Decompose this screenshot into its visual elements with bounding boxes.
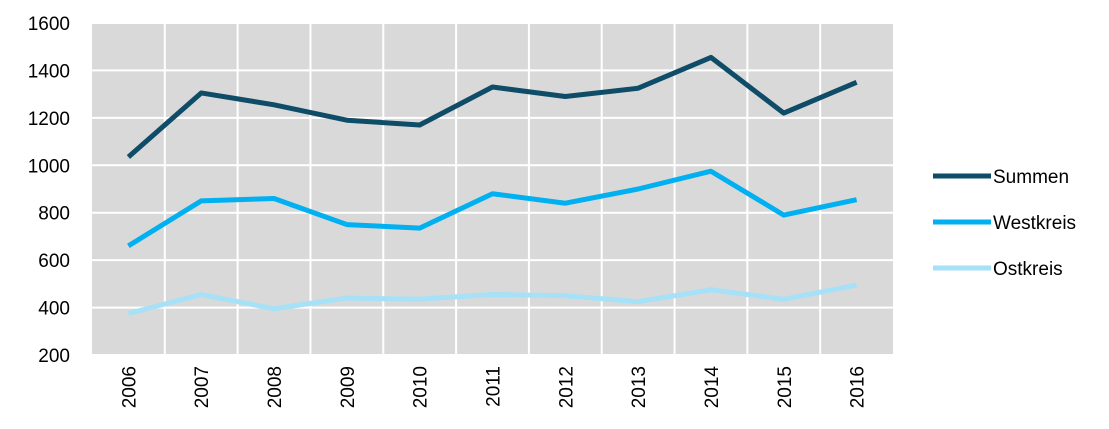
legend-label: Ostkreis bbox=[993, 259, 1063, 280]
x-tick-label: 2007 bbox=[192, 366, 213, 408]
legend-label: Summen bbox=[993, 167, 1069, 188]
y-tick-label: 1000 bbox=[28, 156, 70, 177]
y-tick-label: 800 bbox=[38, 204, 70, 225]
legend-label: Westkreis bbox=[993, 213, 1076, 234]
x-tick-label: 2006 bbox=[119, 366, 140, 408]
x-tick-label: 2016 bbox=[848, 366, 869, 408]
x-tick-label: 2014 bbox=[702, 366, 723, 409]
x-tick-label: 2015 bbox=[775, 366, 796, 408]
x-tick-label: 2012 bbox=[556, 366, 577, 408]
x-tick-label: 2010 bbox=[411, 366, 432, 408]
line bbox=[127, 168, 858, 249]
plot-area bbox=[92, 23, 893, 355]
y-tick-label: 400 bbox=[38, 299, 70, 320]
x-tick-label: 2011 bbox=[484, 366, 505, 407]
y-tick-label: 600 bbox=[38, 251, 70, 272]
line bbox=[127, 282, 858, 316]
x-tick-label: 2013 bbox=[629, 366, 650, 408]
y-tick-label: 200 bbox=[38, 346, 70, 367]
x-tick-label: 2008 bbox=[265, 366, 286, 408]
x-tick-label: 2009 bbox=[338, 366, 359, 408]
y-tick-label: 1400 bbox=[28, 61, 70, 82]
y-tick-label: 1600 bbox=[28, 14, 70, 35]
line bbox=[126, 54, 858, 159]
y-tick-label: 1200 bbox=[28, 109, 70, 130]
